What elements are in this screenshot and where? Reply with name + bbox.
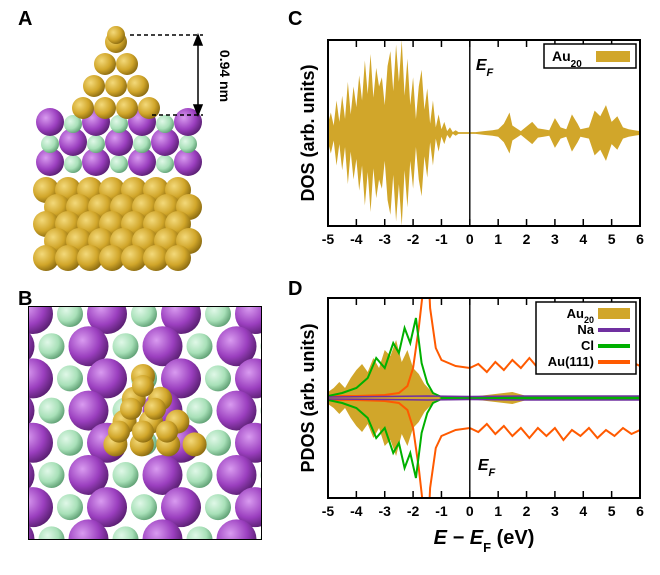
panel-d-svg: -5-4-3-2-10123456PDOS (arb. units)EFAu20…: [282, 288, 654, 566]
svg-text:-1: -1: [435, 503, 448, 519]
svg-text:3: 3: [551, 503, 559, 519]
svg-text:-3: -3: [379, 503, 392, 519]
svg-text:2: 2: [523, 503, 531, 519]
svg-text:Na: Na: [577, 322, 594, 337]
svg-text:6: 6: [636, 503, 644, 519]
svg-text:-1: -1: [435, 231, 448, 247]
svg-text:0: 0: [466, 231, 474, 247]
svg-text:-2: -2: [407, 503, 420, 519]
panel-a-svg: 0.94 nm: [28, 18, 278, 278]
svg-text:-5: -5: [322, 231, 335, 247]
svg-text:1: 1: [494, 231, 502, 247]
svg-text:Au(111): Au(111): [548, 354, 594, 369]
svg-text:EF: EF: [478, 457, 496, 479]
panel-label-c: C: [288, 8, 302, 31]
svg-text:DOS (arb. units): DOS (arb. units): [298, 64, 318, 201]
figure-root: A B C D: [0, 0, 660, 575]
svg-text:4: 4: [579, 231, 587, 247]
dimension-label: 0.94 nm: [217, 50, 233, 102]
svg-text:E − EF (eV): E − EF (eV): [434, 527, 535, 555]
svg-text:3: 3: [551, 231, 559, 247]
svg-text:Cl: Cl: [581, 338, 594, 353]
svg-text:EF: EF: [476, 57, 494, 79]
svg-text:4: 4: [579, 503, 587, 519]
svg-text:-4: -4: [350, 231, 363, 247]
svg-text:-5: -5: [322, 503, 335, 519]
panel-c-svg: -5-4-3-2-10123456DOS (arb. units)EFAu20: [282, 30, 654, 260]
svg-text:1: 1: [494, 503, 502, 519]
svg-text:6: 6: [636, 231, 644, 247]
svg-text:0: 0: [466, 503, 474, 519]
svg-text:-4: -4: [350, 503, 363, 519]
panel-b-svg: [28, 306, 262, 540]
svg-text:-3: -3: [379, 231, 392, 247]
svg-text:-2: -2: [407, 231, 420, 247]
svg-text:5: 5: [608, 503, 616, 519]
svg-text:5: 5: [608, 231, 616, 247]
svg-text:PDOS (arb. units): PDOS (arb. units): [298, 323, 318, 472]
svg-text:2: 2: [523, 231, 531, 247]
